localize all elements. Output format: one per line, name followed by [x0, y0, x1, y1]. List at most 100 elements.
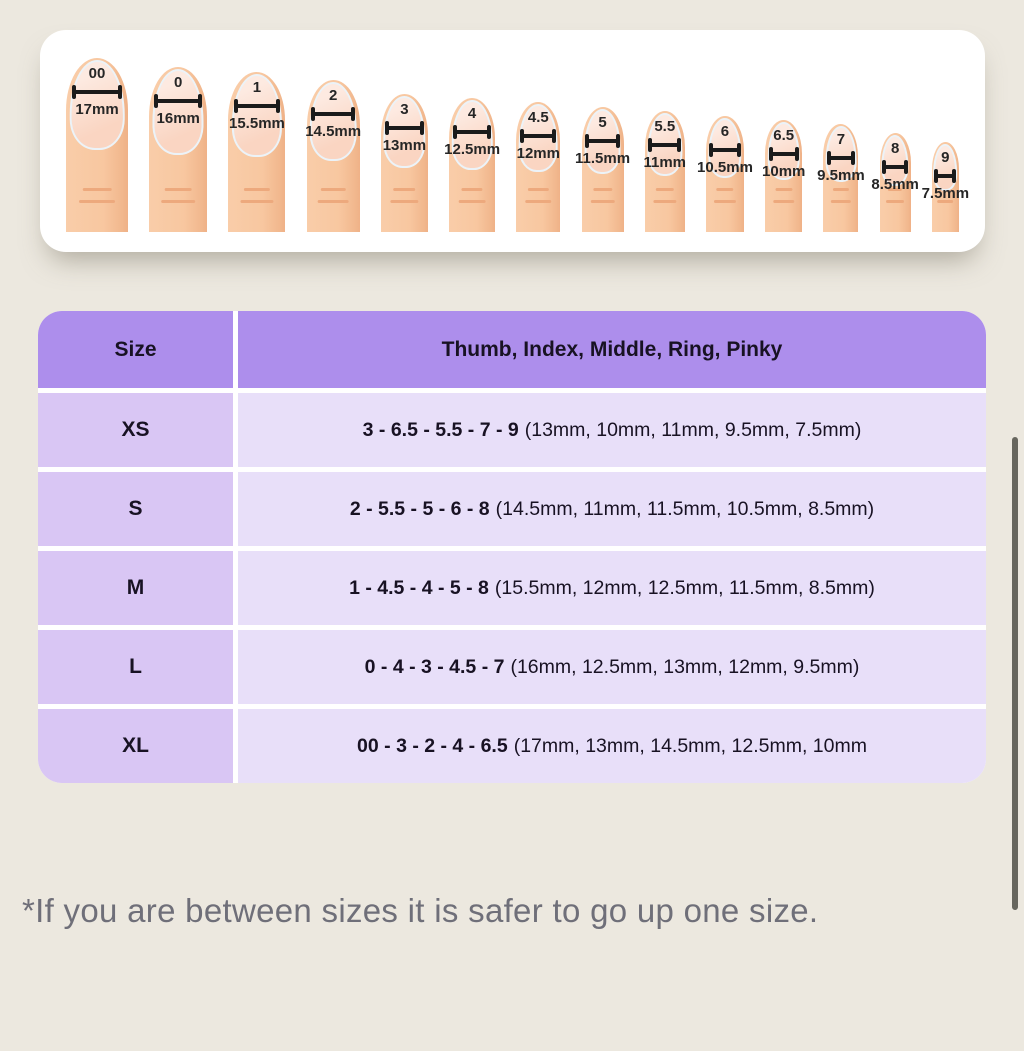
finger-size-label: 4.5	[527, 109, 549, 126]
row-combo: 2 - 5.5 - 5 - 6 - 8	[349, 497, 490, 520]
finger-size-label: 5	[598, 114, 607, 131]
width-ruler-icon	[520, 129, 557, 144]
finger-illustration: 8 8.5mm	[871, 133, 919, 232]
finger-size-label: 00	[88, 65, 106, 82]
combo-cell: 3 - 6.5 - 5.5 - 7 - 9 (13mm, 10mm, 11mm,…	[238, 393, 986, 467]
size-cell: M	[38, 551, 233, 625]
table-header-fingers-label: Thumb, Index, Middle, Ring, Pinky	[441, 337, 783, 361]
finger-illustration: 7 9.5mm	[817, 124, 865, 232]
finger-illustration: 6.5 10mm	[762, 120, 806, 232]
finger-width-label: 11.5mm	[575, 150, 631, 168]
nail	[69, 60, 125, 151]
combo-cell: 2 - 5.5 - 5 - 6 - 8 (14.5mm, 11mm, 11.5m…	[238, 472, 986, 546]
finger-illustration: 6 10.5mm	[697, 116, 753, 232]
finger-width-label: 13mm	[382, 137, 427, 155]
finger-size-label: 4	[467, 105, 477, 122]
size-table: Size Thumb, Index, Middle, Ring, Pinky X…	[38, 311, 986, 783]
table-header-size: Size	[38, 311, 233, 388]
table-header-size-label: Size	[114, 337, 157, 361]
row-mm: (16mm, 12.5mm, 13mm, 12mm, 9.5mm)	[510, 655, 860, 678]
finger-size-chart-card: 00 17mm 0 16mm 1 15.5mm	[40, 30, 985, 252]
width-ruler-icon	[385, 121, 424, 136]
size-cell: L	[38, 630, 233, 704]
width-ruler-icon	[648, 138, 682, 153]
nail	[383, 96, 426, 168]
finger-width-label: 14.5mm	[305, 123, 362, 141]
row-combo: 1 - 4.5 - 4 - 5 - 8	[349, 576, 489, 599]
finger-size-label: 2	[328, 87, 338, 104]
row-mm: (14.5mm, 11mm, 11.5mm, 10.5mm, 8.5mm)	[495, 497, 875, 520]
size-cell: XL	[38, 709, 233, 783]
row-mm: (15.5mm, 12mm, 12.5mm, 11.5mm, 8.5mm)	[494, 576, 875, 599]
finger-width-label: 11mm	[643, 154, 687, 172]
finger-size-label: 6.5	[773, 127, 795, 144]
table-header-fingers: Thumb, Index, Middle, Ring, Pinky	[238, 311, 986, 388]
finger-illustration: 1 15.5mm	[228, 72, 286, 232]
row-combo: 3 - 6.5 - 5.5 - 7 - 9	[362, 418, 519, 441]
finger-illustration: 3 13mm	[380, 94, 428, 232]
width-ruler-icon	[311, 107, 355, 122]
combo-cell: 00 - 3 - 2 - 4 - 6.5 (17mm, 13mm, 14.5mm…	[238, 709, 986, 783]
row-mm: (17mm, 13mm, 14.5mm, 12.5mm, 10mm	[513, 734, 867, 757]
finger-size-label: 9	[941, 149, 950, 166]
width-ruler-icon	[768, 147, 799, 162]
width-ruler-icon	[826, 151, 856, 166]
width-ruler-icon	[709, 143, 741, 158]
combo-cell: 1 - 4.5 - 4 - 5 - 8 (15.5mm, 12mm, 12.5m…	[238, 551, 986, 625]
nail	[767, 122, 800, 181]
row-combo: 0 - 4 - 3 - 4.5 - 7	[364, 655, 505, 678]
scrollbar-thumb[interactable]	[1012, 437, 1018, 910]
finger-illustration: 5 11.5mm	[575, 107, 630, 232]
width-ruler-icon	[71, 85, 123, 100]
finger-width-label: 16mm	[156, 110, 200, 128]
finger-size-label: 6	[720, 123, 730, 140]
finger-width-label: 10mm	[762, 163, 806, 181]
finger-width-label: 10.5mm	[697, 159, 753, 177]
finger-illustration: 4 12.5mm	[444, 98, 500, 232]
row-size-label: XS	[121, 418, 150, 441]
finger-illustration: 4.5 12mm	[516, 102, 561, 232]
finger-width-label: 9.5mm	[817, 167, 865, 185]
size-cell: XS	[38, 393, 233, 467]
finger-size-label: 0	[174, 74, 183, 91]
row-size-label: L	[129, 655, 142, 678]
finger-width-label: 15.5mm	[229, 115, 285, 133]
nail	[708, 118, 742, 179]
finger-illustration: 00 17mm	[66, 58, 128, 232]
combo-cell: 0 - 4 - 3 - 4.5 - 7 (16mm, 12.5mm, 13mm,…	[238, 630, 986, 704]
finger-width-label: 7.5mm	[921, 185, 970, 203]
nail	[825, 126, 857, 183]
width-ruler-icon	[934, 169, 957, 184]
finger-illustration: 9 7.5mm	[922, 142, 969, 232]
width-ruler-icon	[882, 160, 908, 175]
finger-size-label: 8	[890, 140, 900, 157]
finger-width-label: 8.5mm	[871, 176, 919, 194]
nail	[933, 144, 958, 191]
finger-row: 00 17mm 0 16mm 1 15.5mm	[66, 58, 969, 232]
nail	[231, 74, 283, 158]
row-mm: (13mm, 10mm, 11mm, 9.5mm, 7.5mm)	[524, 418, 862, 441]
finger-size-label: 5.5	[654, 118, 676, 135]
width-ruler-icon	[233, 99, 281, 114]
nail	[309, 82, 357, 162]
finger-width-label: 12mm	[516, 145, 560, 163]
row-size-label: M	[126, 576, 145, 599]
finger-size-label: 3	[400, 101, 409, 118]
sizing-note: *If you are between sizes it is safer to…	[22, 892, 819, 929]
finger-size-label: 1	[252, 79, 262, 96]
finger-size-label: 7	[836, 131, 846, 148]
nail	[451, 100, 493, 170]
width-ruler-icon	[585, 134, 620, 149]
width-ruler-icon	[453, 125, 491, 140]
row-size-label: S	[128, 497, 143, 520]
finger-illustration: 0 16mm	[149, 67, 208, 232]
row-combo: 00 - 3 - 2 - 4 - 6.5	[357, 734, 508, 757]
nail	[152, 69, 204, 155]
finger-illustration: 2 14.5mm	[305, 80, 362, 232]
width-ruler-icon	[154, 94, 202, 109]
finger-width-label: 17mm	[75, 101, 119, 119]
finger-width-label: 12.5mm	[444, 141, 501, 159]
row-size-label: XL	[122, 734, 149, 757]
finger-illustration: 5.5 11mm	[643, 111, 687, 232]
size-cell: S	[38, 472, 233, 546]
